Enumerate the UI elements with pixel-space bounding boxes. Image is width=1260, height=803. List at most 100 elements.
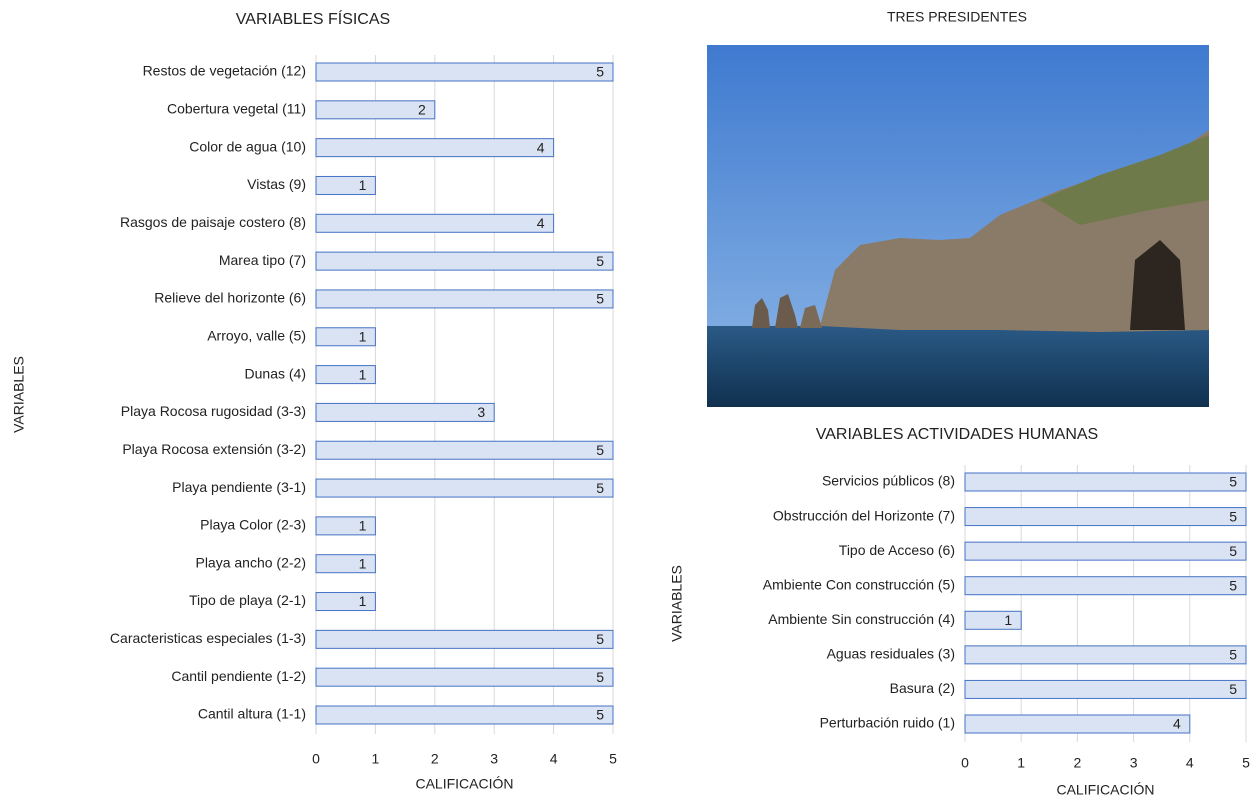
y-tick-label: Playa Color (2-3)	[200, 517, 306, 533]
value-label: 5	[1229, 508, 1237, 524]
value-label: 5	[596, 480, 604, 496]
bar	[964, 472, 1247, 492]
bar	[315, 592, 376, 612]
value-label: 5	[1229, 543, 1237, 559]
x-tick-label: 1	[372, 751, 380, 767]
y-tick-label: Marea tipo (7)	[219, 252, 306, 268]
value-label: 5	[1229, 577, 1237, 593]
bar	[964, 541, 1247, 561]
bar	[964, 714, 1191, 734]
bar	[315, 478, 614, 498]
value-label: 5	[596, 64, 604, 80]
bar	[315, 629, 614, 649]
y-tick-label: Cobertura vegetal (11)	[167, 101, 306, 117]
bar	[315, 327, 376, 347]
value-label: 5	[596, 291, 604, 307]
value-label: 5	[596, 669, 604, 685]
value-label: 1	[359, 555, 367, 571]
y-tick-label: Playa Rocosa rugosidad (3-3)	[121, 403, 306, 419]
chart-title: VARIABLES FÍSICAS	[236, 9, 390, 28]
bar	[315, 251, 614, 271]
y-tick-label: Caracteristicas especiales (1-3)	[110, 630, 306, 646]
y-tick-label: Arroyo, valle (5)	[207, 327, 306, 343]
bar	[964, 576, 1247, 596]
x-axis-label: CALIFICACIÓN	[415, 776, 513, 792]
bar	[315, 554, 376, 574]
bar	[315, 365, 376, 385]
value-label: 1	[359, 328, 367, 344]
x-tick-label: 2	[431, 751, 439, 767]
y-tick-label: Obstrucción del Horizonte (7)	[773, 507, 955, 523]
y-tick-label: Playa pendiente (3-1)	[172, 479, 306, 495]
value-label: 4	[537, 215, 545, 231]
y-tick-label: Relieve del horizonte (6)	[154, 290, 306, 306]
y-tick-label: Basura (2)	[890, 680, 955, 696]
vegetation	[1040, 135, 1209, 225]
value-label: 1	[359, 518, 367, 534]
value-label: 5	[596, 707, 604, 723]
y-axis-label: VARIABLES	[669, 565, 685, 642]
x-tick-label: 5	[609, 751, 617, 767]
bar	[315, 516, 376, 536]
y-tick-label: Ambiente Con construcción (5)	[763, 576, 955, 592]
x-tick-label: 4	[1186, 755, 1194, 771]
value-label: 1	[359, 177, 367, 193]
value-label: 2	[418, 102, 426, 118]
bar	[964, 610, 1022, 630]
x-tick-label: 0	[312, 751, 320, 767]
value-label: 4	[1173, 716, 1181, 732]
y-tick-label: Playa ancho (2-2)	[195, 554, 306, 570]
value-label: 1	[359, 593, 367, 609]
value-label: 4	[537, 139, 545, 155]
y-tick-label: Cantil pendiente (1-2)	[171, 668, 306, 684]
y-tick-label: Tipo de playa (2-1)	[189, 592, 306, 608]
bar	[315, 175, 376, 195]
chart-title: VARIABLES ACTIVIDADES HUMANAS	[816, 426, 1098, 443]
photo	[707, 45, 1209, 407]
y-tick-label: Aguas residuales (3)	[827, 646, 955, 662]
bar	[315, 705, 614, 725]
value-label: 1	[359, 366, 367, 382]
y-tick-label: Color de agua (10)	[189, 138, 306, 154]
bar	[964, 645, 1247, 665]
x-tick-label: 0	[961, 755, 969, 771]
y-tick-label: Restos de vegetación (12)	[143, 63, 306, 79]
y-tick-label: Cantil altura (1-1)	[198, 706, 306, 722]
y-tick-label: Playa Rocosa extensión (3-2)	[122, 441, 306, 457]
y-tick-label: Rasgos de paisaje costero (8)	[120, 214, 306, 230]
y-tick-label: Dunas (4)	[245, 365, 306, 381]
x-tick-label: 3	[1130, 755, 1138, 771]
value-label: 5	[596, 253, 604, 269]
value-label: 5	[596, 442, 604, 458]
value-label: 5	[1229, 647, 1237, 663]
x-tick-label: 5	[1242, 755, 1250, 771]
bar	[315, 667, 614, 687]
y-tick-label: Ambiente Sin construcción (4)	[768, 611, 955, 627]
y-tick-label: Vistas (9)	[247, 176, 306, 192]
cave	[1130, 240, 1185, 330]
y-tick-label: Perturbación ruido (1)	[820, 715, 955, 731]
bar	[315, 440, 614, 460]
value-label: 3	[477, 404, 485, 420]
sea	[707, 326, 1209, 407]
x-tick-label: 2	[1074, 755, 1082, 771]
photo-title: TRES PRESIDENTES	[887, 9, 1027, 25]
rock	[775, 294, 798, 328]
bar	[315, 138, 555, 158]
bar	[315, 100, 436, 120]
x-tick-label: 1	[1017, 755, 1025, 771]
bar	[315, 62, 614, 82]
y-tick-label: Servicios públicos (8)	[822, 473, 955, 489]
rock	[800, 305, 822, 328]
x-tick-label: 3	[490, 751, 498, 767]
rock	[752, 298, 770, 328]
x-tick-label: 4	[550, 751, 558, 767]
value-label: 5	[1229, 474, 1237, 490]
bar	[315, 402, 495, 422]
value-label: 5	[596, 631, 604, 647]
x-axis-label: CALIFICACIÓN	[1056, 782, 1154, 798]
value-label: 5	[1229, 681, 1237, 697]
y-tick-label: Tipo de Acceso (6)	[839, 542, 955, 558]
bar	[964, 679, 1247, 699]
y-axis-label: VARIABLES	[11, 356, 27, 433]
